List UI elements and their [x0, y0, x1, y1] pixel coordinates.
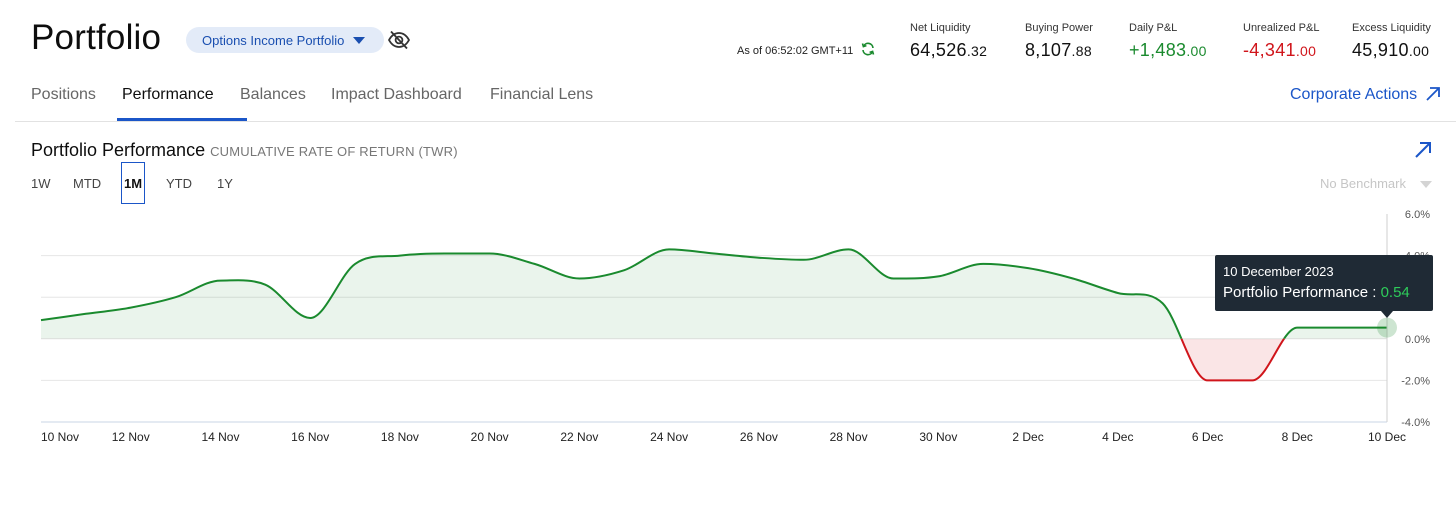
metric-value: 8,107: [1025, 40, 1072, 60]
metric-decimals: .32: [966, 43, 988, 59]
x-tick-label: 6 Dec: [1192, 430, 1223, 444]
metric-value: +1,483: [1129, 40, 1187, 60]
tooltip-value: 0.54: [1381, 284, 1410, 301]
tooltip-label: Portfolio Performance :: [1223, 284, 1381, 301]
tab-financial-lens[interactable]: Financial Lens: [490, 86, 594, 103]
tab-performance[interactable]: Performance: [122, 86, 214, 103]
tooltip-marker: [1377, 317, 1397, 338]
tooltip-date: 10 December 2023: [1223, 264, 1334, 279]
metric-value: -4,341: [1243, 40, 1296, 60]
range-mtd[interactable]: MTD: [73, 176, 102, 191]
account-selector[interactable]: Options Income Portfolio: [186, 27, 384, 53]
tooltip-line: Portfolio Performance : 0.54: [1223, 284, 1410, 301]
caret-down-icon: [353, 36, 366, 44]
x-tick-label: 16 Nov: [291, 430, 329, 444]
metric-decimals: .00: [1408, 43, 1430, 59]
chart-area-positive: [41, 249, 1387, 339]
range-ytd[interactable]: YTD: [166, 176, 192, 191]
x-tick-label: 24 Nov: [650, 430, 688, 444]
chart-line-positive: [40, 248, 1387, 339]
x-tick-label: 12 Nov: [112, 430, 150, 444]
account-selector-label: Options Income Portfolio: [202, 32, 345, 48]
tooltip-pointer: [1381, 311, 1393, 318]
metric-excess-liquidity: Excess Liquidity 45,910.00: [1352, 22, 1431, 61]
section-header: Portfolio Performance CUMULATIVE RATE OF …: [31, 140, 458, 161]
active-tab-indicator: [117, 118, 247, 121]
external-link-icon[interactable]: [1425, 86, 1441, 102]
metric-decimals: .00: [1295, 43, 1317, 59]
x-tick-label: 18 Nov: [381, 430, 419, 444]
section-subtitle: CUMULATIVE RATE OF RETURN (TWR): [210, 144, 458, 159]
x-tick-label: 2 Dec: [1012, 430, 1043, 444]
y-tick-label: -2.0%: [1401, 375, 1430, 387]
range-1m[interactable]: 1M: [121, 162, 145, 204]
x-tick-label: 22 Nov: [560, 430, 598, 444]
x-tick-label: 4 Dec: [1102, 430, 1133, 444]
as-of-timestamp: As of 06:52:02 GMT+11: [737, 45, 854, 57]
metric-value: 45,910: [1352, 40, 1409, 60]
eye-slash-icon[interactable]: [387, 28, 411, 52]
y-tick-label: 0.0%: [1405, 334, 1430, 346]
y-tick-label: -4.0%: [1401, 417, 1430, 429]
tabs-divider: [15, 121, 1456, 122]
metric-label: Net Liquidity: [910, 22, 971, 34]
range-1w[interactable]: 1W: [31, 176, 51, 191]
x-tick-label: 30 Nov: [919, 430, 957, 444]
x-tick-label: 10 Nov: [41, 430, 79, 444]
tab-balances[interactable]: Balances: [240, 86, 306, 103]
metric-decimals: .00: [1186, 43, 1207, 59]
corporate-actions-link[interactable]: Corporate Actions: [1290, 86, 1418, 103]
range-1y[interactable]: 1Y: [217, 176, 233, 191]
x-tick-label: 10 Dec: [1368, 430, 1406, 444]
tab-impact-dashboard[interactable]: Impact Dashboard: [331, 86, 462, 103]
metric-label: Excess Liquidity: [1352, 22, 1431, 34]
metric-unrealized-pnl: Unrealized P&L -4,341.00: [1243, 22, 1319, 61]
metric-decimals: .88: [1071, 43, 1092, 59]
x-tick-label: 26 Nov: [740, 430, 778, 444]
x-tick-label: 28 Nov: [830, 430, 868, 444]
metric-value: 64,526: [910, 40, 967, 60]
section-title: Portfolio Performance: [31, 140, 206, 160]
page-title: Portfolio: [31, 18, 162, 57]
metric-label: Buying Power: [1025, 22, 1093, 34]
chart-tooltip: 10 December 2023 Portfolio Performance :…: [1215, 255, 1433, 318]
chart-area-negative: [41, 338, 1387, 381]
tab-positions[interactable]: Positions: [31, 86, 96, 103]
benchmark-select[interactable]: No Benchmark: [1320, 176, 1406, 191]
x-tick-label: 14 Nov: [201, 430, 239, 444]
y-tick-label: 6.0%: [1405, 209, 1430, 221]
expand-icon[interactable]: [1414, 141, 1432, 159]
refresh-icon[interactable]: [860, 41, 876, 57]
caret-down-icon: [1420, 181, 1432, 188]
tooltip-box: [1215, 255, 1433, 311]
metric-label: Unrealized P&L: [1243, 22, 1320, 34]
x-tick-label: 20 Nov: [471, 430, 509, 444]
metric-label: Daily P&L: [1129, 22, 1178, 34]
metric-net-liquidity: Net Liquidity 64,526.32: [910, 22, 987, 61]
metric-buying-power: Buying Power 8,107.88: [1025, 22, 1093, 61]
x-tick-label: 8 Dec: [1282, 430, 1313, 444]
metric-daily-pnl: Daily P&L +1,483.00: [1129, 22, 1207, 61]
